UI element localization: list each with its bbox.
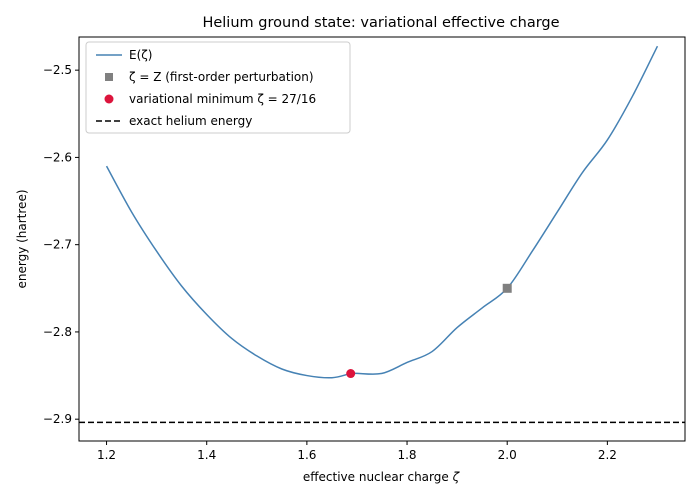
legend: E(ζ) ζ = Z (first-order perturbation) vari… bbox=[85, 41, 351, 134]
y-tick-label: −2.8 bbox=[43, 325, 72, 339]
x-tick-label: 2.2 bbox=[598, 448, 617, 462]
legend-handle-circle bbox=[104, 94, 114, 104]
energy-curve-line bbox=[105, 45, 659, 379]
x-axis-title: effective nuclear charge ζ bbox=[303, 470, 461, 484]
legend-label-main: exact helium energy bbox=[129, 114, 252, 128]
y-tick-label: −2.7 bbox=[43, 238, 72, 252]
x-tick-label: 1.2 bbox=[97, 448, 116, 462]
legend-label-main: ζ = Z bbox=[129, 70, 161, 84]
legend-handle-square bbox=[105, 73, 113, 81]
perturbation-point-marker bbox=[502, 283, 512, 293]
legend-label-main: E(ζ) bbox=[129, 48, 152, 62]
y-tick-label: −2.5 bbox=[43, 63, 72, 77]
x-tick-label: 2.0 bbox=[498, 448, 517, 462]
legend-label: exact helium energy bbox=[129, 114, 252, 128]
legend-label: variational minimum ζ = 27/16 bbox=[129, 92, 316, 106]
plot-area bbox=[79, 45, 685, 424]
legend-box bbox=[85, 41, 351, 134]
legend-label: E(ζ) bbox=[129, 48, 152, 62]
variational-minimum-marker bbox=[346, 369, 356, 379]
y-tick-label: −2.6 bbox=[43, 150, 72, 164]
y-tick-label: −2.9 bbox=[43, 412, 72, 426]
chart-title: Helium ground state: variational effecti… bbox=[202, 15, 559, 31]
legend-label: ζ = Z (first-order perturbation) bbox=[129, 70, 314, 84]
axes-frame bbox=[78, 36, 686, 442]
plot-series-group bbox=[79, 45, 685, 424]
legend-label-main: variational minimum ζ = 27/16 bbox=[129, 92, 316, 106]
y-axis-title: energy (hartree) bbox=[15, 189, 29, 288]
x-tick-label: 1.8 bbox=[397, 448, 416, 462]
axes: 1.2 1.4 1.6 1.8 2.0 2.2 −2.9 −2.8 −2.7 −2.6 −2.5 bbox=[43, 36, 686, 462]
x-tick-label: 1.4 bbox=[197, 448, 216, 462]
legend-label-rest: (first-order perturbation) bbox=[161, 70, 313, 84]
x-tick-label: 1.6 bbox=[297, 448, 316, 462]
